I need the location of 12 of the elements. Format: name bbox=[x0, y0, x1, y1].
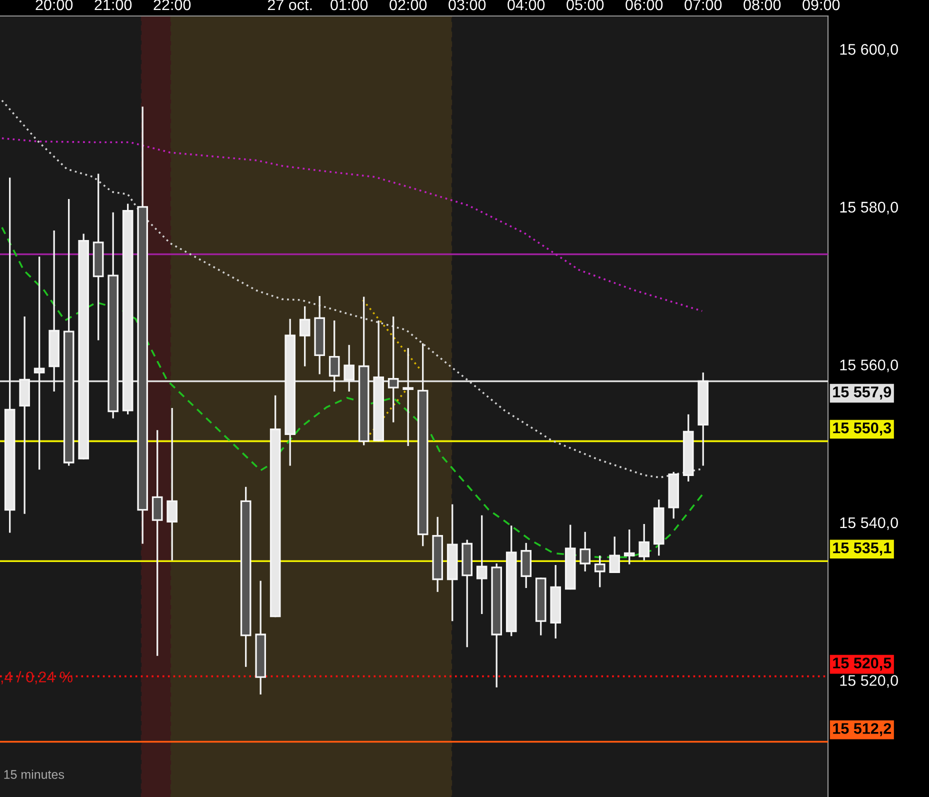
annotation: ,4 / 0,24 % bbox=[1, 671, 72, 684]
ref-line-label: 15 550,3 bbox=[833, 422, 892, 436]
y-tick-label: 15 560,0 bbox=[840, 360, 898, 372]
y-tick-label: 15 540,0 bbox=[840, 517, 898, 530]
ref-line-label: 15 535,1 bbox=[833, 542, 892, 556]
ref-line-label: 15 557,9 bbox=[833, 386, 892, 400]
ref-line-label: 15 520,5 bbox=[833, 658, 892, 671]
annotation: 15 minutes bbox=[4, 770, 64, 779]
y-tick-label: 15 600,0 bbox=[840, 44, 898, 57]
ref-line-label: 15 512,2 bbox=[833, 723, 892, 736]
y-tick-label: 15 520,0 bbox=[840, 675, 898, 688]
y-tick-label: 15 580,0 bbox=[840, 202, 898, 214]
